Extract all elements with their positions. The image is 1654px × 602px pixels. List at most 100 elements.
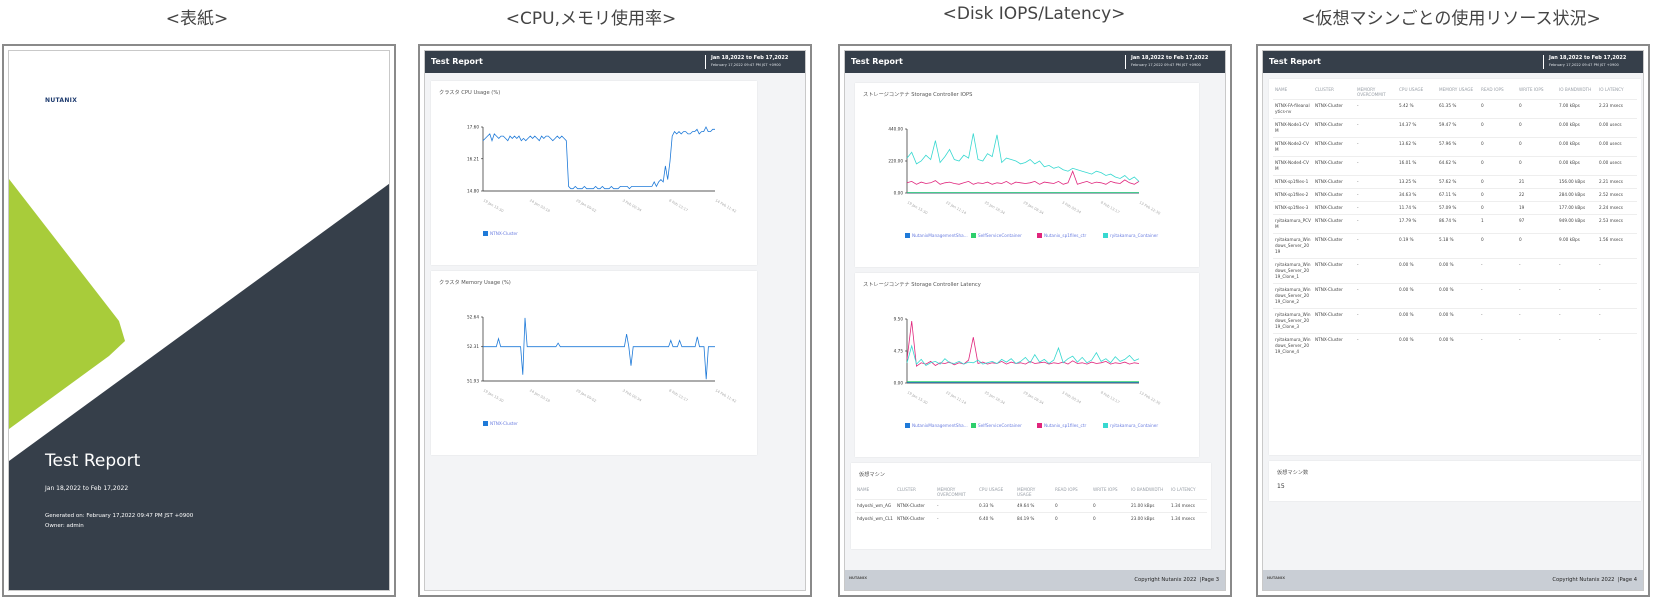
x-tick-label: 3 Feb 00:34 xyxy=(1061,390,1082,404)
table-cell: NTNX-Cluster xyxy=(1313,99,1355,119)
y-tick-label: 9.50 xyxy=(894,317,904,322)
table-cell: 1.34 msecs xyxy=(1169,512,1207,525)
table-cell: 97 xyxy=(1517,214,1557,234)
table-cell: NTNX-Node4-CVM xyxy=(1273,156,1313,176)
column-header: MEMORY OVERCOMMIT xyxy=(1357,87,1386,97)
table-cell: 14.37 % xyxy=(1397,118,1437,138)
table-cell: 0 xyxy=(1479,233,1517,259)
table-cell: 0.00 % xyxy=(1437,308,1479,334)
disk-inner: Test Report Jan 18,2022 to Feb 17,2022 F… xyxy=(844,50,1226,591)
table-cell: 0 xyxy=(1517,156,1557,176)
table-row: ryitakamura_PCVM NTNX-Cluster -17.79 % 86.7… xyxy=(1273,214,1637,234)
table-cell: NTNX-Cluster xyxy=(1313,308,1355,334)
y-tick-label: 440.00 xyxy=(888,127,903,132)
table-cell: - xyxy=(1479,308,1517,334)
cover-owner: Owner: admin xyxy=(45,523,84,529)
column-header: CLUSTER xyxy=(897,487,916,492)
legend-swatch xyxy=(1037,423,1042,428)
x-tick-label: 8 Feb 13:17 xyxy=(668,388,688,402)
table-cell: 0 xyxy=(1479,99,1517,119)
vm-count-card: 仮想マシン数 15 xyxy=(1269,461,1641,501)
legend-swatch xyxy=(1103,233,1108,238)
x-tick-label: 19 Jan 15:30 xyxy=(907,390,929,405)
table-cell: - xyxy=(1557,308,1597,334)
chart-title: ストレージコンテナ Storage Controller IOPS xyxy=(863,92,973,98)
legend-swatch xyxy=(905,423,910,428)
y-tick-label: 0.00 xyxy=(894,191,904,196)
vm-table-body: hdyoshi_wm_AG NTNX-Cluster -0.33 % 49.64 % 0… xyxy=(855,499,1207,525)
table-cell: ryitakamura_PCVM xyxy=(1273,214,1313,234)
report-title: Test Report xyxy=(1269,57,1321,66)
legend-swatch xyxy=(483,421,488,426)
y-tick-label: 52.31 xyxy=(467,344,479,349)
cover-title: Test Report xyxy=(45,451,141,471)
table-cell: 0.00 % xyxy=(1397,283,1437,309)
table-cell: - xyxy=(1557,258,1597,284)
cover-date-range: Jan 18,2022 to Feb 17,2022 xyxy=(45,485,129,492)
x-tick-label: 29 Jan 08:34 xyxy=(1023,200,1045,215)
table-cell: - xyxy=(1479,333,1517,358)
x-tick-label: 29 Jan 09:02 xyxy=(575,388,597,403)
table-cell: NTNX-Cluster xyxy=(1313,201,1355,215)
table-cell: ryitakamura_Windows_Server_2019_Clone_3 xyxy=(1273,308,1313,334)
vm-table-header: NAME CLUSTER MEMORY OVERCOMMIT CPU USAGE MEM… xyxy=(855,485,1207,500)
table-cell: - xyxy=(1355,233,1397,259)
table-cell: - xyxy=(1355,137,1397,157)
legend-swatch xyxy=(483,231,488,236)
series-line xyxy=(482,126,715,190)
table-row: ryitakamura_Windows_Server_2019_Clone_3 N… xyxy=(1273,308,1637,334)
table-cell: - xyxy=(1355,201,1397,215)
table-cell: 2.21 msecs xyxy=(1597,175,1637,189)
vm-count-value: 15 xyxy=(1277,483,1285,490)
table-cell: 0.33 % xyxy=(977,499,1015,513)
table-row: NTNX-FA-fileanalytics-nv NTNX-Cluster -5.4… xyxy=(1273,99,1637,119)
legend-swatch xyxy=(971,423,976,428)
table-row: hdyoshi_wm_AG NTNX-Cluster -0.33 % 49.64 % 0… xyxy=(855,499,1207,513)
y-tick-label: 52.64 xyxy=(467,315,479,320)
header-separator xyxy=(705,55,706,69)
table-cell: 57.96 % xyxy=(1437,137,1479,157)
vm-resource-table-body: NTNX-FA-fileanalytics-nv NTNX-Cluster -5.4… xyxy=(1273,99,1637,358)
report-footer: NUTANIX Copyright Nutanix 2022 |Page 3 xyxy=(845,570,1225,590)
table-cell: NTNX-Cluster xyxy=(1313,283,1355,309)
y-tick-label: 220.00 xyxy=(888,159,903,164)
x-tick-label: 24 Jan 03:18 xyxy=(529,198,551,213)
caption-cover: <表紙> xyxy=(165,9,229,29)
table-cell: - xyxy=(1355,118,1397,138)
legend-label: NutanixManagementSha... xyxy=(912,233,968,238)
column-header: MEMORY USAGE xyxy=(1017,487,1036,497)
column-header: READ IOPS xyxy=(1481,87,1504,92)
legend-label: NutanixManagementSha... xyxy=(912,423,968,428)
table-cell: - xyxy=(1479,283,1517,309)
x-tick-label: 22 Jan 11:14 xyxy=(945,200,967,215)
table-row: ryitakamura_Windows_Server_2019_Clone_1 N… xyxy=(1273,258,1637,284)
table-cell: ryitakamura_Windows_Server_2019 xyxy=(1273,233,1313,259)
x-tick-label: 8 Feb 13:17 xyxy=(1100,200,1120,214)
table-cell: 0.00 usecs xyxy=(1597,156,1637,176)
vm-resources-inner: Test Report Jan 18,2022 to Feb 17,2022 F… xyxy=(1262,50,1644,591)
vm-resource-table-card: NAME CLUSTER MEMORY OVERCOMMIT CPU USAGE MEM… xyxy=(1269,79,1641,455)
table-cell: 59.47 % xyxy=(1437,118,1479,138)
table-row: NTNX-sp1files-3 NTNX-Cluster -11.74 % 57.09… xyxy=(1273,201,1637,215)
table-cell: 0.00 usecs xyxy=(1597,137,1637,157)
table-cell: 177.00 kBps xyxy=(1557,201,1597,215)
cpu-memory-inner: Test Report Jan 18,2022 to Feb 17,2022 F… xyxy=(424,50,806,591)
table-cell: NTNX-Cluster xyxy=(1313,156,1355,176)
table-cell: ryitakamura_Windows_Server_2019_Clone_2 xyxy=(1273,283,1313,309)
column-header: NAME xyxy=(1275,87,1288,92)
table-cell: 49.64 % xyxy=(1015,499,1053,513)
table-row: ryitakamura_Windows_Server_2019_Clone_2 N… xyxy=(1273,283,1637,309)
table-cell: NTNX-Cluster xyxy=(895,512,935,525)
table-cell: NTNX-Cluster xyxy=(1313,214,1355,234)
x-tick-label: 19 Jan 15:30 xyxy=(483,198,505,213)
x-tick-label: 22 Jan 11:14 xyxy=(945,390,967,405)
column-header: IO BANDWIDTH xyxy=(1131,487,1164,492)
table-cell: 0 xyxy=(1479,156,1517,176)
column-header: WRITE IOPS xyxy=(1519,87,1544,92)
x-tick-label: 14 Feb 11:42 xyxy=(715,388,737,403)
table-cell: - xyxy=(1355,333,1397,358)
table-cell: 0 xyxy=(1479,201,1517,215)
table-cell: 2.53 msecs xyxy=(1597,214,1637,234)
nutanix-logo: NUTANIX xyxy=(45,97,78,104)
